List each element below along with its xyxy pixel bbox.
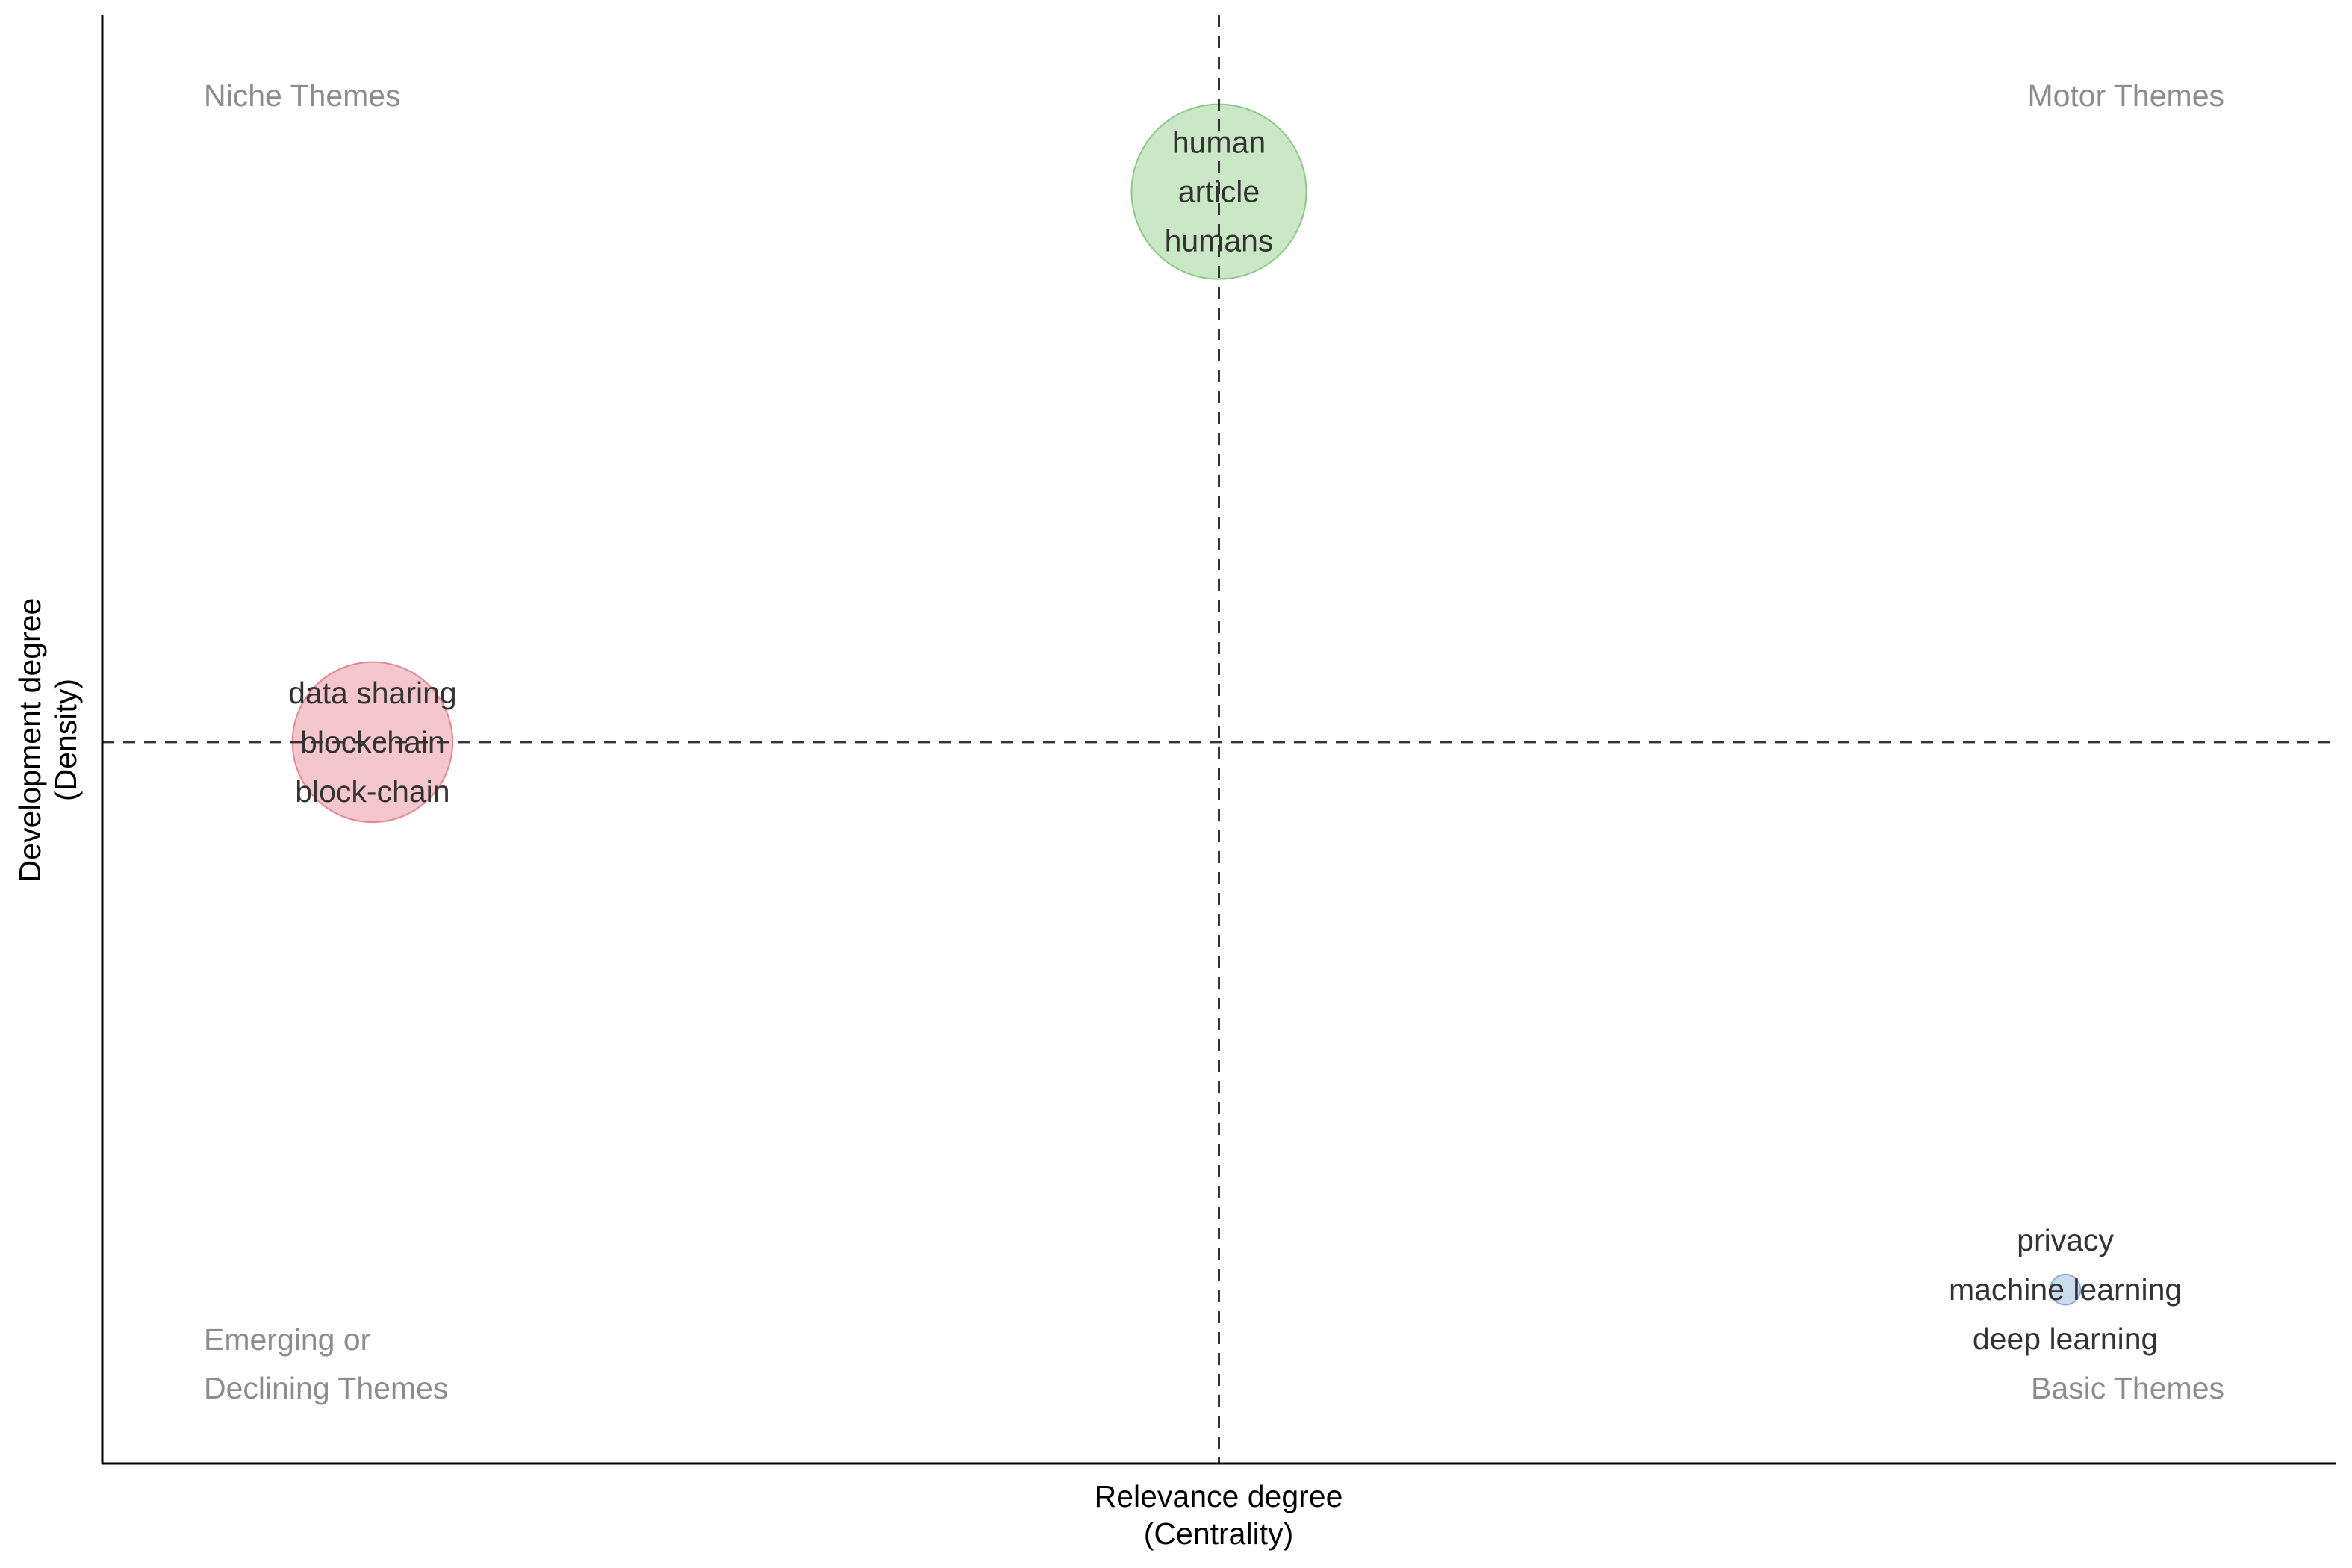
cluster-bubble-2 [2049, 1273, 2082, 1306]
quadrant-label-basic: Basic Themes [2031, 1371, 2224, 1405]
cluster-label: humans [1165, 224, 1274, 258]
quadrant-label-niche: Niche Themes [204, 78, 401, 113]
x-axis-subtitle: (Centrality) [1144, 1516, 1293, 1551]
quadrant-label-motor: Motor Themes [2027, 78, 2224, 113]
cluster-label: machine learning [1949, 1272, 2182, 1307]
cluster-label: data sharing [288, 676, 457, 710]
y-axis-subtitle: (Density) [49, 679, 83, 801]
cluster-label: deep learning [1973, 1322, 2158, 1356]
quadrant-label-declining: Declining Themes [204, 1371, 448, 1405]
cluster-label: human [1172, 125, 1266, 160]
cluster-label: article [1178, 175, 1260, 209]
bubbles-layer [291, 103, 2082, 1306]
cluster-label: privacy [2017, 1223, 2114, 1257]
y-axis-title: Development degree [13, 598, 47, 883]
x-axis-title: Relevance degree [1095, 1479, 1343, 1513]
quadrant-label-emerging: Emerging or [204, 1322, 370, 1357]
cluster-label: blockchain [300, 725, 445, 759]
cluster-label: block-chain [295, 774, 449, 809]
cluster-labels-layer: human article humans data sharing blockchain… [288, 125, 2182, 1357]
